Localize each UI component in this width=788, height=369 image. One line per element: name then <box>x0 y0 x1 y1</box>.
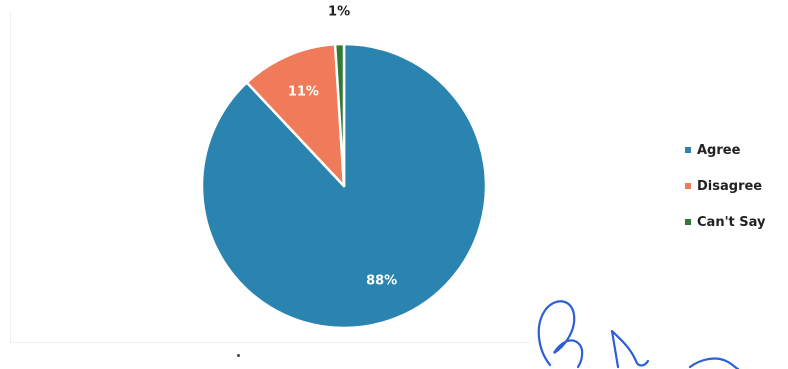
data-label-can-t-say: 1% <box>328 4 350 19</box>
pie-slice-agree <box>200 42 488 330</box>
handwritten-signature <box>537 300 740 369</box>
legend-label-disagree: Disagree <box>697 178 763 194</box>
legend-label-agree: Agree <box>697 142 741 158</box>
legend-label-cant-say: Can't Say <box>697 214 766 230</box>
data-label-agree: 88% <box>366 274 397 289</box>
legend-swatch-agree <box>685 147 691 153</box>
legend-item-cant-say: Can't Say <box>685 212 785 232</box>
legend-item-disagree: Disagree <box>685 176 785 196</box>
data-label-disagree: 11% <box>288 85 319 100</box>
frame-line-bottom <box>10 342 530 343</box>
legend-swatch-disagree <box>685 183 691 189</box>
legend: Agree Disagree Can't Say <box>685 140 785 248</box>
pie-slice-disagree <box>245 43 346 188</box>
legend-item-agree: Agree <box>685 140 785 160</box>
stray-ink-dot <box>237 354 240 357</box>
legend-swatch-cant-say <box>685 219 691 225</box>
pie-slice-can-t-say <box>333 42 346 188</box>
frame-line-left <box>10 12 11 342</box>
